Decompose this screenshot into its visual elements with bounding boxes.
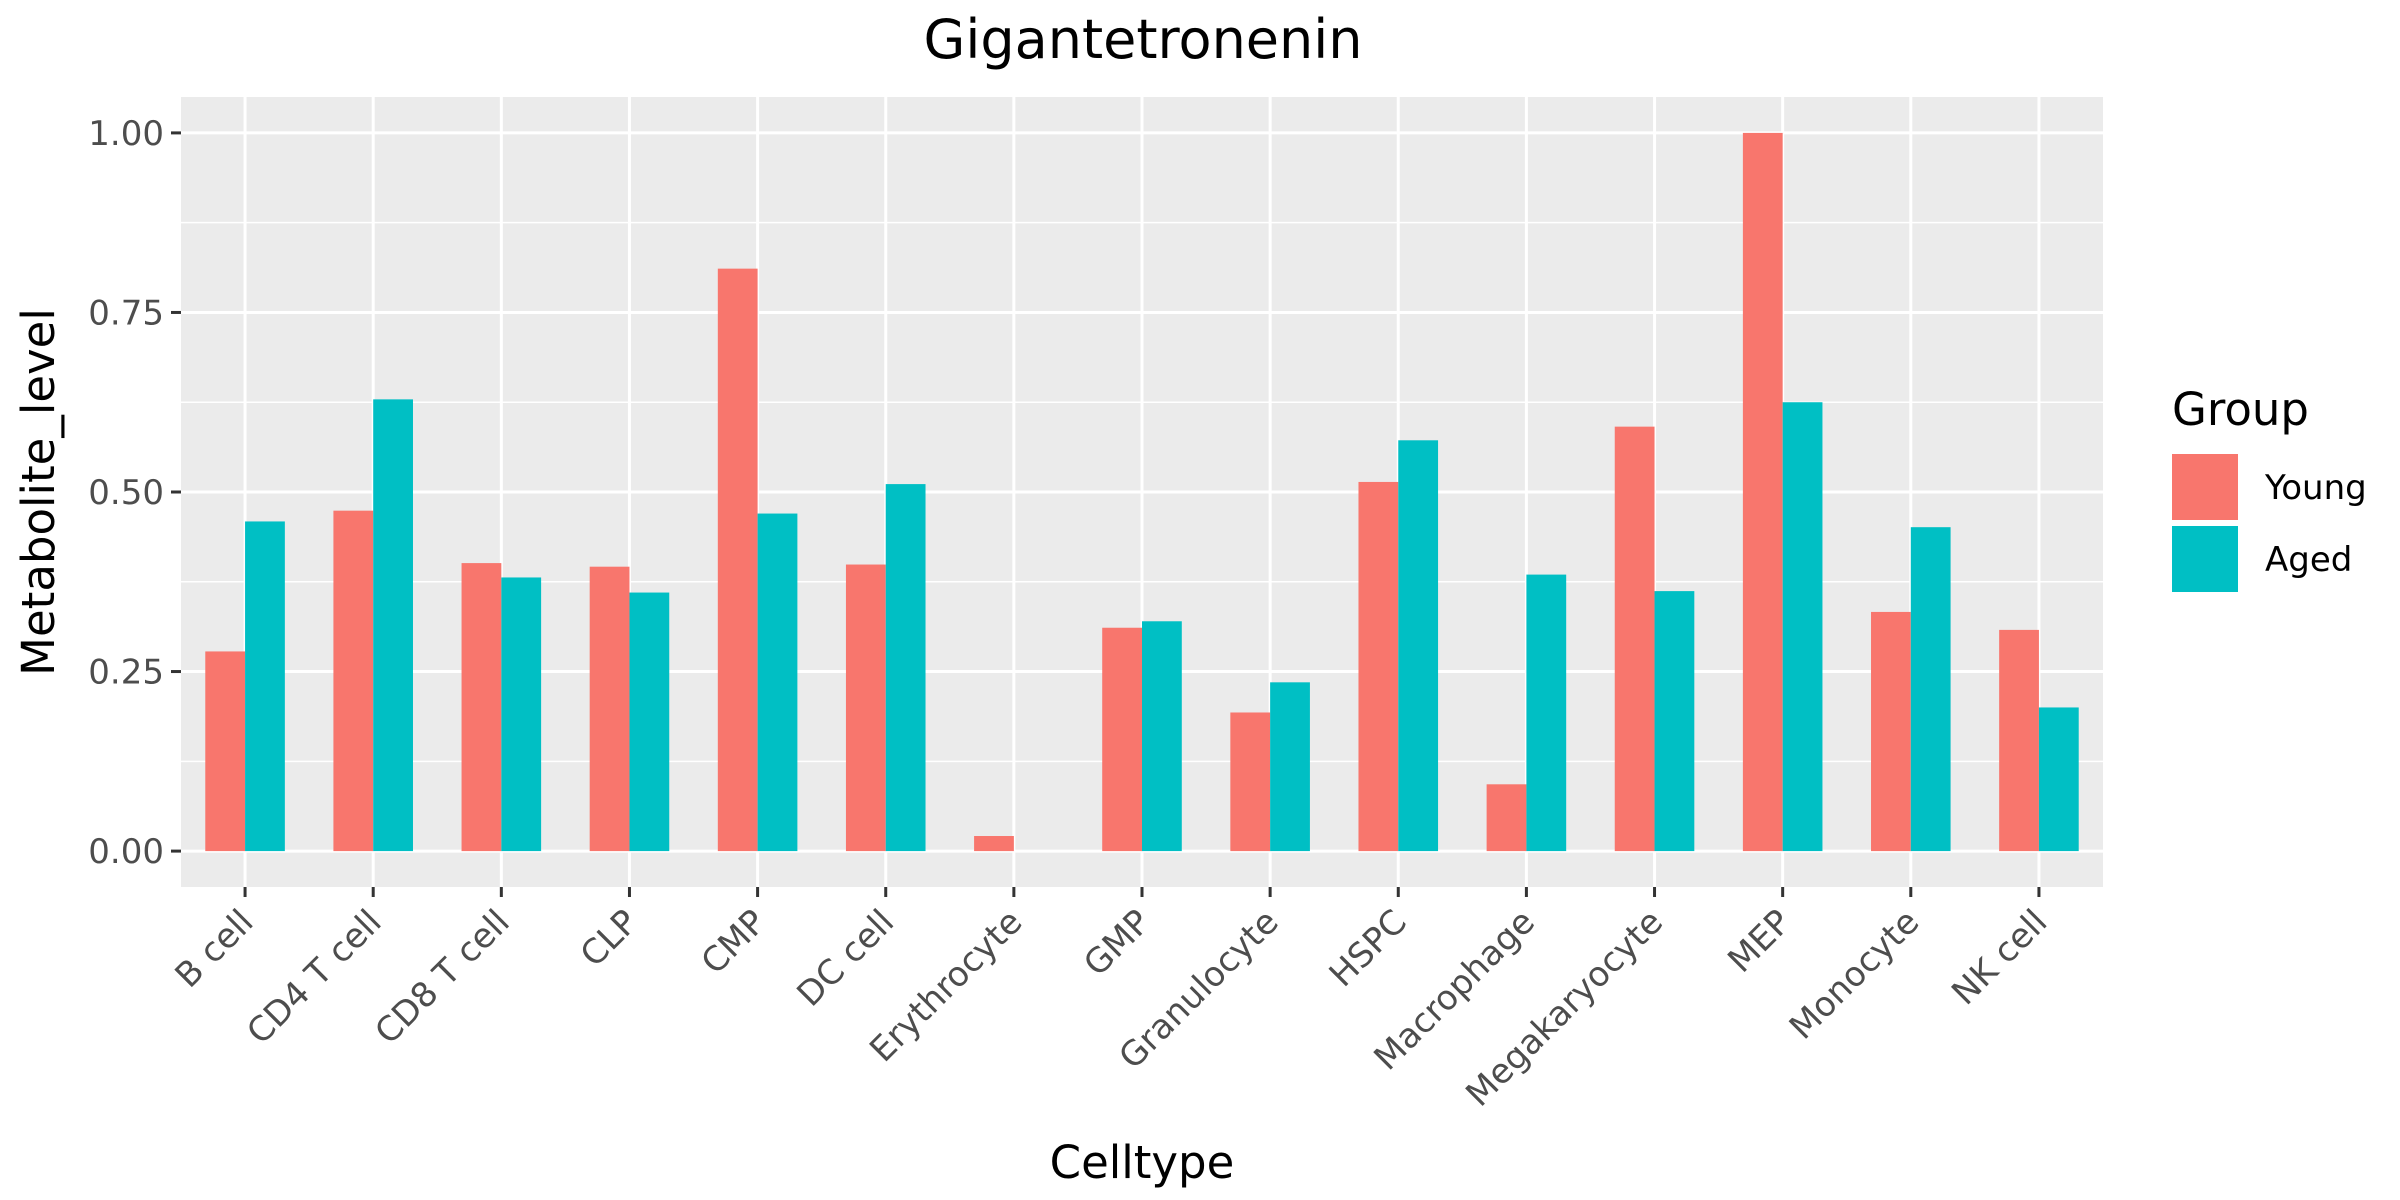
x-tick-label: MEP bbox=[1720, 902, 1799, 981]
chart-title: Gigantetronenin bbox=[924, 8, 1363, 71]
y-axis-title: Metabolite_level bbox=[12, 308, 65, 676]
bar bbox=[373, 399, 413, 852]
bar bbox=[1910, 527, 1951, 852]
bar bbox=[1614, 426, 1655, 852]
bar bbox=[245, 521, 285, 852]
x-tick-label: GMP bbox=[1076, 902, 1158, 984]
bar bbox=[845, 564, 886, 852]
x-tick-label: CMP bbox=[694, 902, 774, 982]
x-tick-label: Monocyte bbox=[1782, 902, 1927, 1047]
x-tick-label: DC cell bbox=[790, 902, 903, 1015]
bar bbox=[333, 510, 374, 852]
bar bbox=[1654, 591, 1695, 852]
bar bbox=[629, 592, 670, 852]
bar bbox=[501, 577, 542, 852]
x-tick-label: CD8 T cell bbox=[367, 902, 517, 1052]
bar bbox=[1142, 621, 1182, 852]
bar bbox=[461, 563, 502, 852]
bar bbox=[1398, 440, 1439, 852]
bar bbox=[1230, 712, 1271, 852]
y-tick-label: 0.75 bbox=[88, 293, 164, 333]
bar bbox=[1999, 629, 2039, 852]
y-tick-label: 0.25 bbox=[88, 653, 164, 693]
legend-key bbox=[2172, 526, 2238, 592]
x-tick-label: NK cell bbox=[1944, 902, 2055, 1013]
y-tick-label: 1.00 bbox=[88, 114, 164, 154]
x-axis-title: Celltype bbox=[1050, 1136, 1235, 1189]
y-tick-label: 0.50 bbox=[88, 473, 164, 513]
bar bbox=[1782, 402, 1823, 852]
legend-title: Group bbox=[2172, 383, 2309, 436]
bar bbox=[974, 836, 1014, 852]
x-tick-label: CD4 T cell bbox=[239, 902, 389, 1052]
y-tick-label: 0.00 bbox=[88, 832, 164, 872]
bar bbox=[2038, 707, 2079, 852]
bar bbox=[1270, 682, 1310, 852]
x-tick-label: B cell bbox=[168, 902, 262, 996]
bar bbox=[1486, 784, 1527, 852]
bar bbox=[757, 513, 798, 852]
bar bbox=[1358, 481, 1399, 852]
bar bbox=[1871, 611, 1911, 852]
x-tick-label: CLP bbox=[573, 902, 646, 975]
bar bbox=[885, 484, 926, 852]
bar bbox=[1526, 574, 1567, 852]
bar bbox=[205, 651, 246, 852]
bar bbox=[1102, 627, 1142, 852]
bars bbox=[205, 132, 2079, 852]
x-tick-label: HSPC bbox=[1322, 902, 1415, 995]
legend-label: Aged bbox=[2265, 540, 2352, 580]
legend-label: Young bbox=[2264, 468, 2367, 508]
y-axis: 0.00 0.25 0.50 0.75 1.00 bbox=[88, 114, 181, 872]
legend-key bbox=[2172, 454, 2238, 520]
bar bbox=[589, 566, 630, 852]
bar bbox=[1742, 132, 1783, 852]
legend: Group Young Aged bbox=[2172, 383, 2367, 592]
bar bbox=[717, 268, 758, 852]
